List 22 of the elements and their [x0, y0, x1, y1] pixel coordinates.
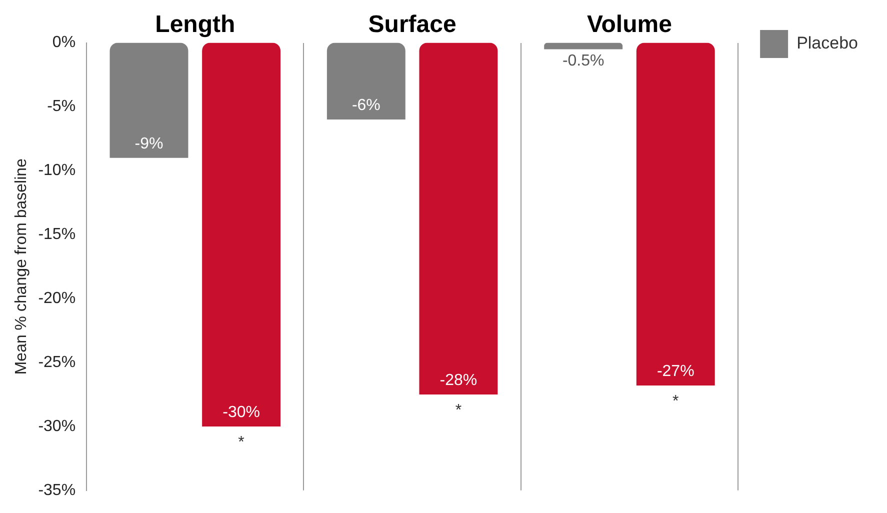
x-tick-label: Surface: [368, 11, 456, 38]
x-tick-label: Volume: [587, 11, 672, 38]
y-tick-label: -20%: [38, 290, 76, 307]
data-label: -6%: [352, 96, 380, 114]
x-tick-label: Length: [155, 11, 236, 38]
data-label: -28%: [440, 372, 478, 389]
y-axis-title: Mean % change from baseline: [13, 158, 30, 375]
y-tick-label: -10%: [38, 162, 76, 180]
annotation: *: [672, 392, 679, 410]
annotation: *: [455, 402, 462, 419]
data-label: -27%: [656, 362, 694, 380]
y-tick-label: -25%: [38, 354, 76, 371]
annotation: *: [238, 434, 244, 451]
y-tick-label: -35%: [38, 482, 76, 499]
y-tick-label: -15%: [38, 226, 76, 244]
data-label: -30%: [222, 404, 260, 421]
data-label: -0.5%: [562, 52, 604, 70]
y-tick-label: -5%: [47, 98, 76, 116]
data-label: -9%: [134, 135, 164, 152]
y-tick-label: 0%: [52, 34, 76, 52]
legend-label: Placebo: [796, 34, 858, 53]
y-tick-label: -30%: [38, 418, 76, 435]
